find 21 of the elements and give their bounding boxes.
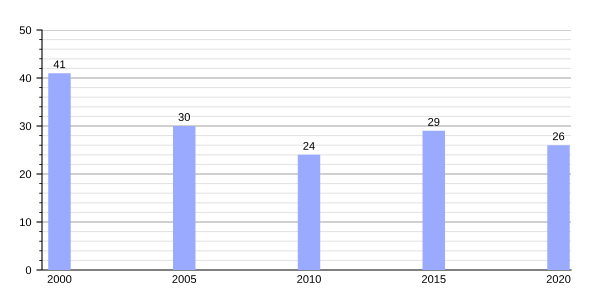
y-tick-label: 30	[20, 122, 32, 130]
bar	[547, 145, 570, 270]
x-tick-label: 2000	[48, 275, 72, 284]
data-label: 24	[303, 142, 315, 150]
x-tick-label: 2015	[422, 275, 446, 284]
data-label: 41	[54, 60, 66, 68]
data-label: 30	[178, 113, 190, 122]
bar	[298, 154, 320, 270]
x-tick-label: 2020	[546, 275, 570, 284]
y-tick-label: 10	[20, 218, 32, 226]
y-tick-label: 40	[19, 74, 32, 82]
bar	[173, 126, 196, 270]
y-tick-label: 20	[20, 170, 32, 178]
data-label: 26	[552, 132, 564, 140]
data-label: 29	[428, 118, 440, 126]
y-tick-label: 50	[20, 26, 32, 34]
y-tick-label: 0	[26, 266, 32, 274]
bar	[48, 73, 71, 270]
x-tick-label: 2010	[297, 275, 321, 284]
bar	[422, 130, 445, 270]
x-tick-label: 2005	[172, 275, 196, 284]
